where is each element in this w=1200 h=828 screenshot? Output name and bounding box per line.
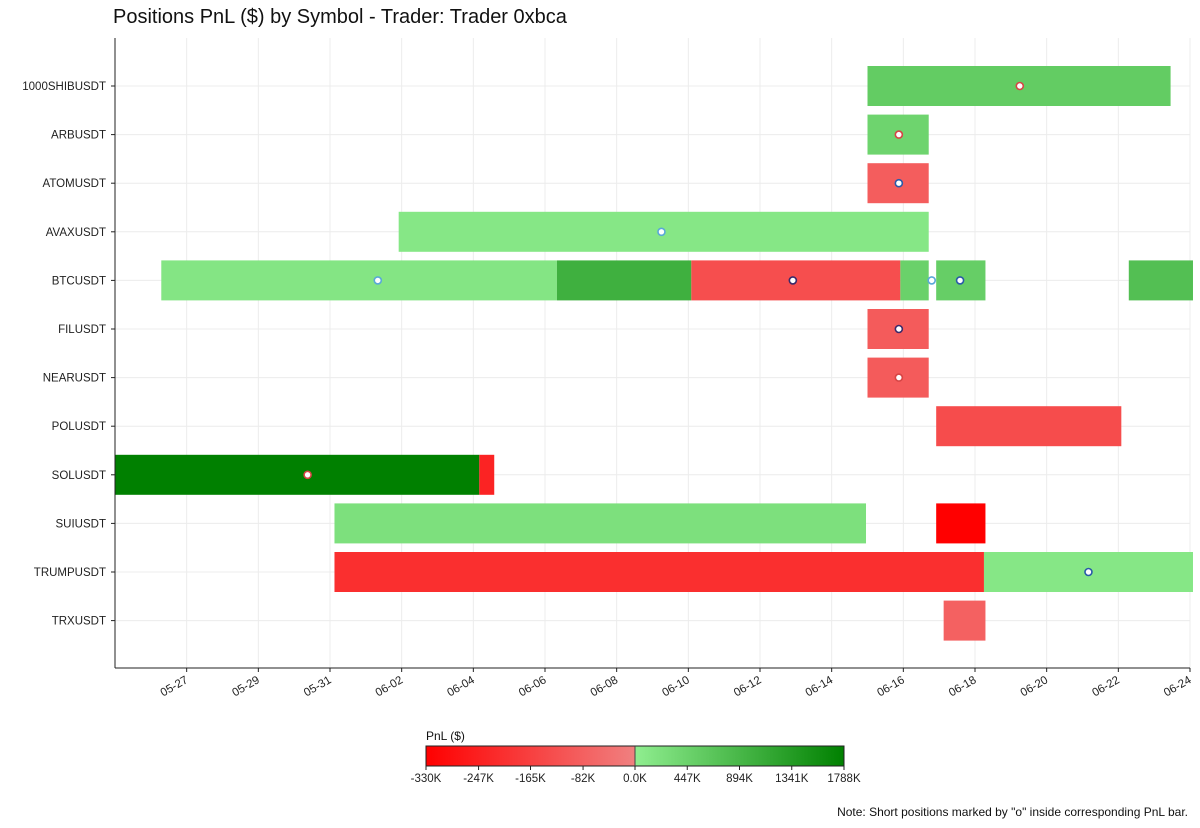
bars xyxy=(115,66,1193,641)
pnl-bar xyxy=(479,454,495,495)
y-tick-label: TRXUSDT xyxy=(52,616,106,628)
chart-title: Positions PnL ($) by Symbol - Trader: Tr… xyxy=(113,6,567,28)
colorbar-tick-label: 447K xyxy=(674,773,701,785)
x-tick-label: 06-12 xyxy=(732,674,763,699)
colorbar-positive xyxy=(635,746,844,766)
axes: 1000SHIBUSDT ARBUSDT ATOMUSDT AVAXUSDT BTCUS… xyxy=(22,38,1194,699)
x-tick-label: 06-18 xyxy=(947,674,978,699)
pnl-bar xyxy=(334,503,867,544)
y-tick-label: AVAXUSDT xyxy=(46,227,106,239)
x-tick-label: 06-20 xyxy=(1019,674,1050,699)
short-marker xyxy=(927,276,937,285)
colorbar-tick-label: -82K xyxy=(571,773,596,785)
short-marker xyxy=(955,276,965,285)
short-marker xyxy=(1084,567,1093,577)
colorbar-tick-label: 1788K xyxy=(827,773,861,785)
pnl-bar xyxy=(115,454,480,495)
y-tick-label: NEARUSDT xyxy=(43,373,106,385)
colorbar: -330K -247K -165K -82K 0.0K 447K 894K 1341K 1788… xyxy=(411,745,861,785)
x-tick-label: 06-24 xyxy=(1162,674,1194,699)
y-tick-label: SUIUSDT xyxy=(56,518,106,530)
x-tick-label: 06-06 xyxy=(517,674,548,699)
x-tick-label: 06-16 xyxy=(875,674,906,699)
colorbar-tick-label: -330K xyxy=(411,773,442,785)
pnl-bar xyxy=(900,260,929,301)
y-tick-label: POLUSDT xyxy=(52,421,106,433)
y-tick-label: 1000SHIBUSDT xyxy=(22,81,106,93)
short-marker xyxy=(1015,81,1025,91)
pnl-bar xyxy=(556,260,692,301)
x-tick-label: 06-02 xyxy=(374,674,405,699)
x-tick-label: 05-27 xyxy=(159,674,190,699)
x-tick-label: 06-10 xyxy=(660,674,691,699)
x-tick-label: 06-14 xyxy=(804,674,836,699)
colorbar-negative xyxy=(426,746,635,766)
x-tick-label: 06-22 xyxy=(1090,674,1121,699)
y-tick-label: SOLUSDT xyxy=(52,470,106,482)
y-tick-label: FILUSDT xyxy=(58,324,106,336)
colorbar-tick-label: -247K xyxy=(463,773,494,785)
short-marker xyxy=(894,178,904,188)
x-tick-label: 05-31 xyxy=(302,674,333,699)
short-marker xyxy=(657,227,666,237)
short-marker xyxy=(894,130,904,139)
colorbar-title: PnL ($) xyxy=(426,729,465,743)
short-marker xyxy=(894,373,904,382)
y-tick-label: ATOMUSDT xyxy=(43,178,106,190)
short-marker xyxy=(788,276,798,285)
x-tick-label: 05-29 xyxy=(230,674,261,699)
y-tick-label: ARBUSDT xyxy=(51,130,106,142)
pnl-bar xyxy=(936,503,986,544)
pnl-bar xyxy=(936,406,1122,447)
pnl-bar xyxy=(334,552,984,592)
pnl-bar xyxy=(943,600,986,641)
colorbar-tick-label: 894K xyxy=(726,773,753,785)
x-tick-label: 06-08 xyxy=(589,674,620,699)
short-marker xyxy=(373,276,383,285)
pnl-bar xyxy=(161,260,557,301)
colorbar-tick-label: 1341K xyxy=(775,773,809,785)
x-tick-label: 06-04 xyxy=(445,674,477,699)
pnl-bar xyxy=(1128,260,1193,301)
short-marker xyxy=(303,470,312,480)
short-markers xyxy=(303,81,1093,577)
y-tick-label: TRUMPUSDT xyxy=(34,567,106,579)
y-tick-label: BTCUSDT xyxy=(52,275,106,287)
chart-note: Note: Short positions marked by "o" insi… xyxy=(837,805,1188,819)
short-marker xyxy=(894,324,904,334)
colorbar-tick-label: -165K xyxy=(515,773,546,785)
colorbar-tick-label: 0.0K xyxy=(623,773,647,785)
